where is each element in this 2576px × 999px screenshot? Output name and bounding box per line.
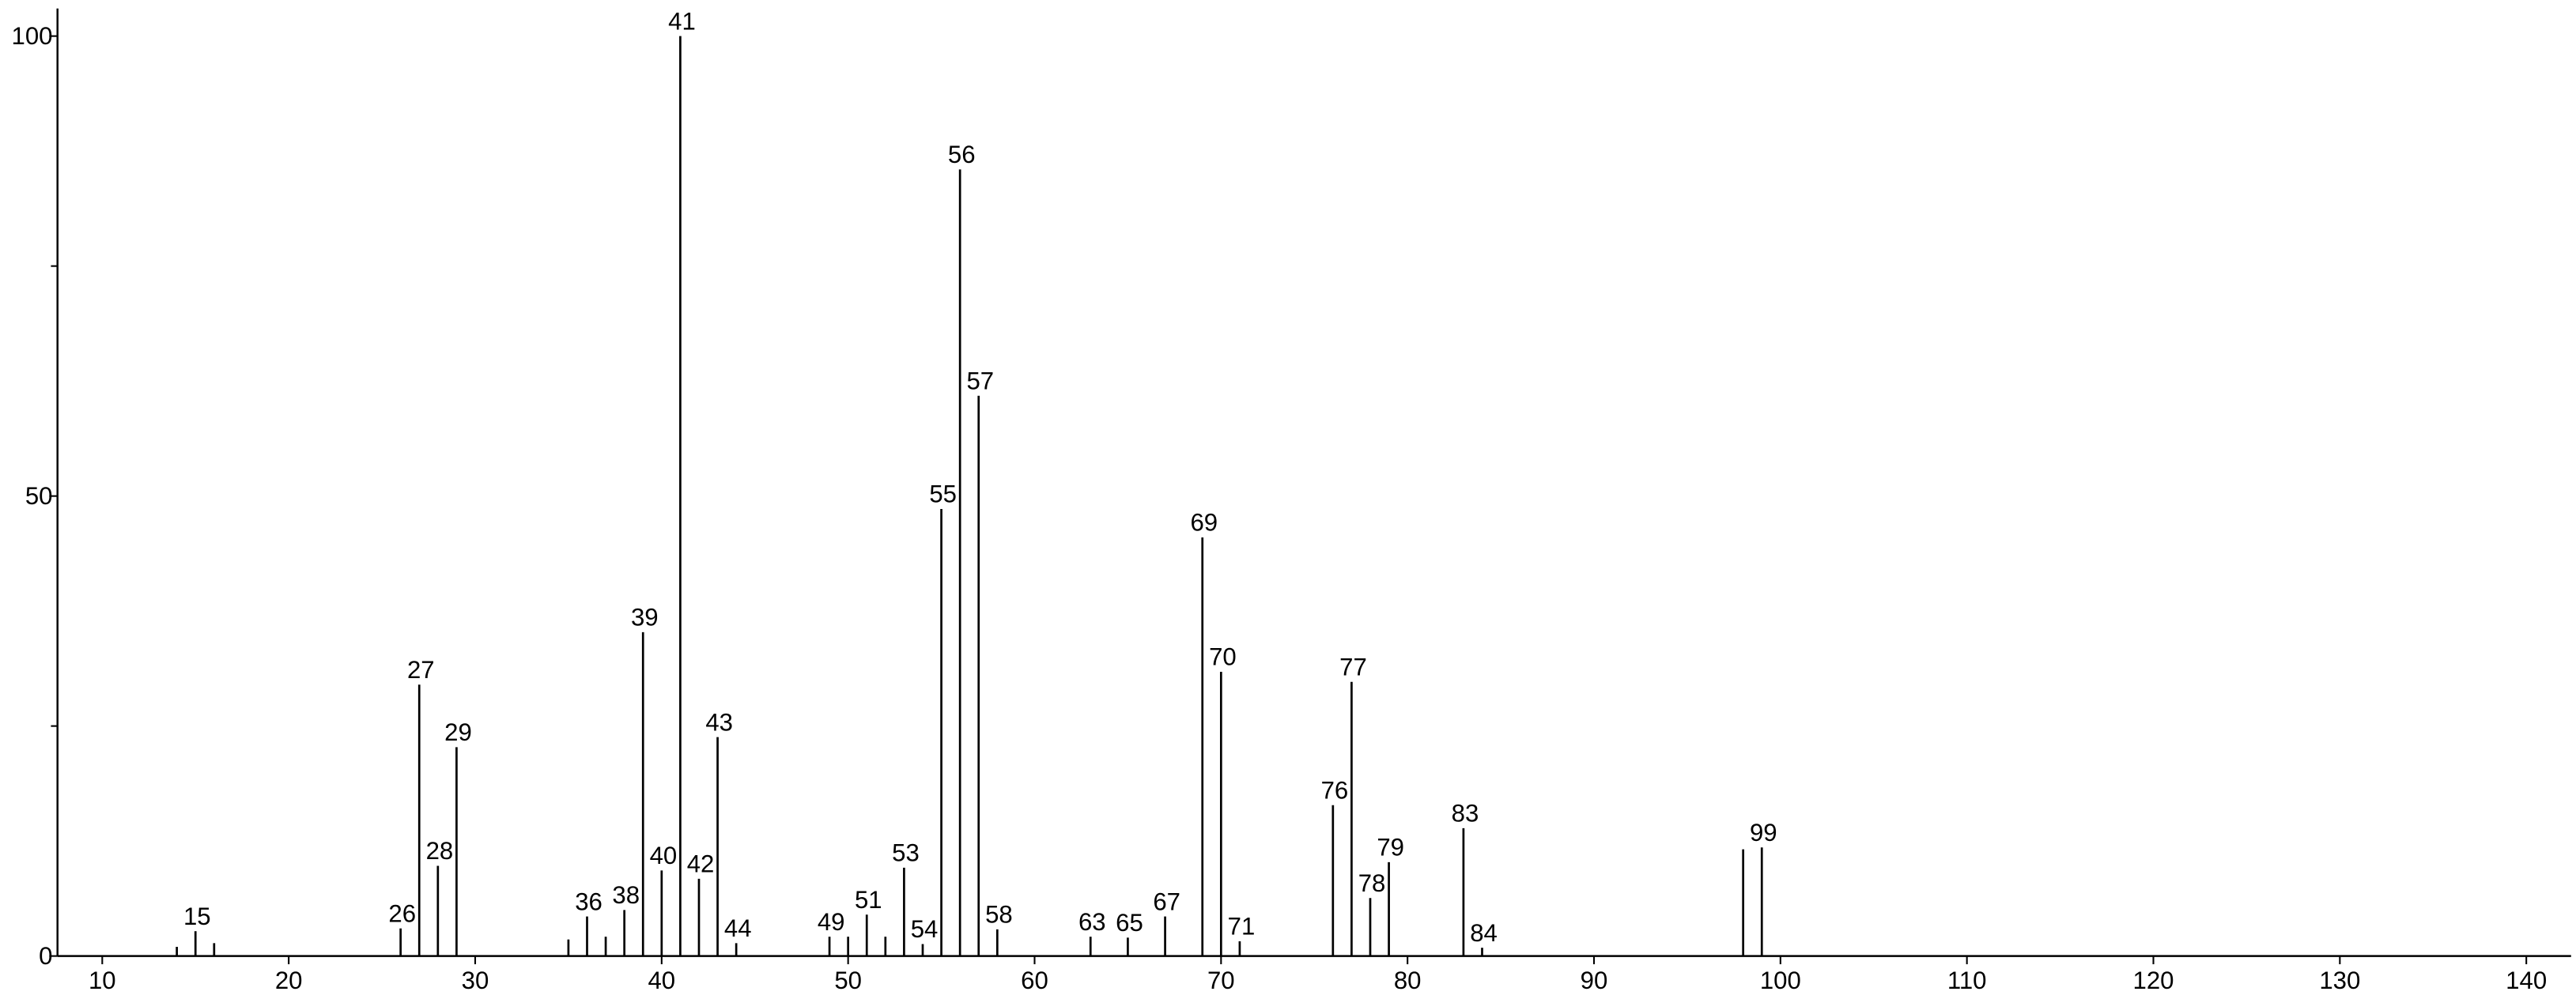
peak-label: 27 [407,656,435,684]
x-tick-label: 20 [275,967,303,994]
peak-label: 42 [687,850,715,878]
x-tick-label: 60 [1021,967,1048,994]
x-tick-label: 140 [2506,967,2547,994]
peak-label: 78 [1358,869,1386,897]
peak-label: 57 [966,367,994,394]
y-tick-label: 50 [25,482,53,510]
peak-label: 77 [1339,653,1367,680]
peak-label: 40 [650,842,678,869]
peak-label: 53 [892,839,920,867]
peak-label: 76 [1321,776,1349,804]
peak-label: 70 [1209,643,1237,671]
peak-label: 71 [1228,913,1256,941]
x-tick-label: 120 [2133,967,2174,994]
y-tick-label: 100 [12,22,53,50]
peak-label: 83 [1452,800,1479,827]
peak-label: 43 [705,708,733,736]
x-tick-label: 110 [1947,967,1987,994]
peak-label: 49 [818,908,845,936]
x-tick-label: 100 [1760,967,1801,994]
peak-label: 55 [929,481,957,508]
y-tick-label: 0 [39,942,52,970]
peak-label: 58 [985,901,1013,929]
peak-label: 26 [388,899,416,927]
x-tick-label: 50 [834,967,862,994]
peak-label: 56 [948,141,976,168]
peak-label: 79 [1377,834,1404,861]
peak-label: 69 [1190,509,1218,537]
peak-label: 36 [575,888,602,915]
x-tick-label: 90 [1581,967,1608,994]
peak-label: 65 [1116,909,1143,937]
peak-label: 38 [612,881,640,909]
x-tick-label: 70 [1207,967,1235,994]
peak-label: 67 [1153,888,1180,915]
peak-label: 41 [668,7,696,35]
peak-label: 39 [631,604,659,631]
peak-label: 63 [1078,908,1106,936]
x-tick-label: 130 [2319,967,2360,994]
x-tick-label: 10 [89,967,116,994]
x-tick-label: 80 [1394,967,1422,994]
peak-label: 29 [444,718,472,746]
peak-label: 28 [426,837,454,865]
peak-label: 51 [855,886,882,914]
x-tick-label: 40 [648,967,675,994]
peak-label: 99 [1750,819,1777,846]
peak-label: 54 [911,915,939,943]
peak-label: 84 [1470,919,1498,947]
peak-label: 15 [183,903,211,930]
peak-label: 44 [724,914,752,942]
x-tick-label: 30 [462,967,489,994]
